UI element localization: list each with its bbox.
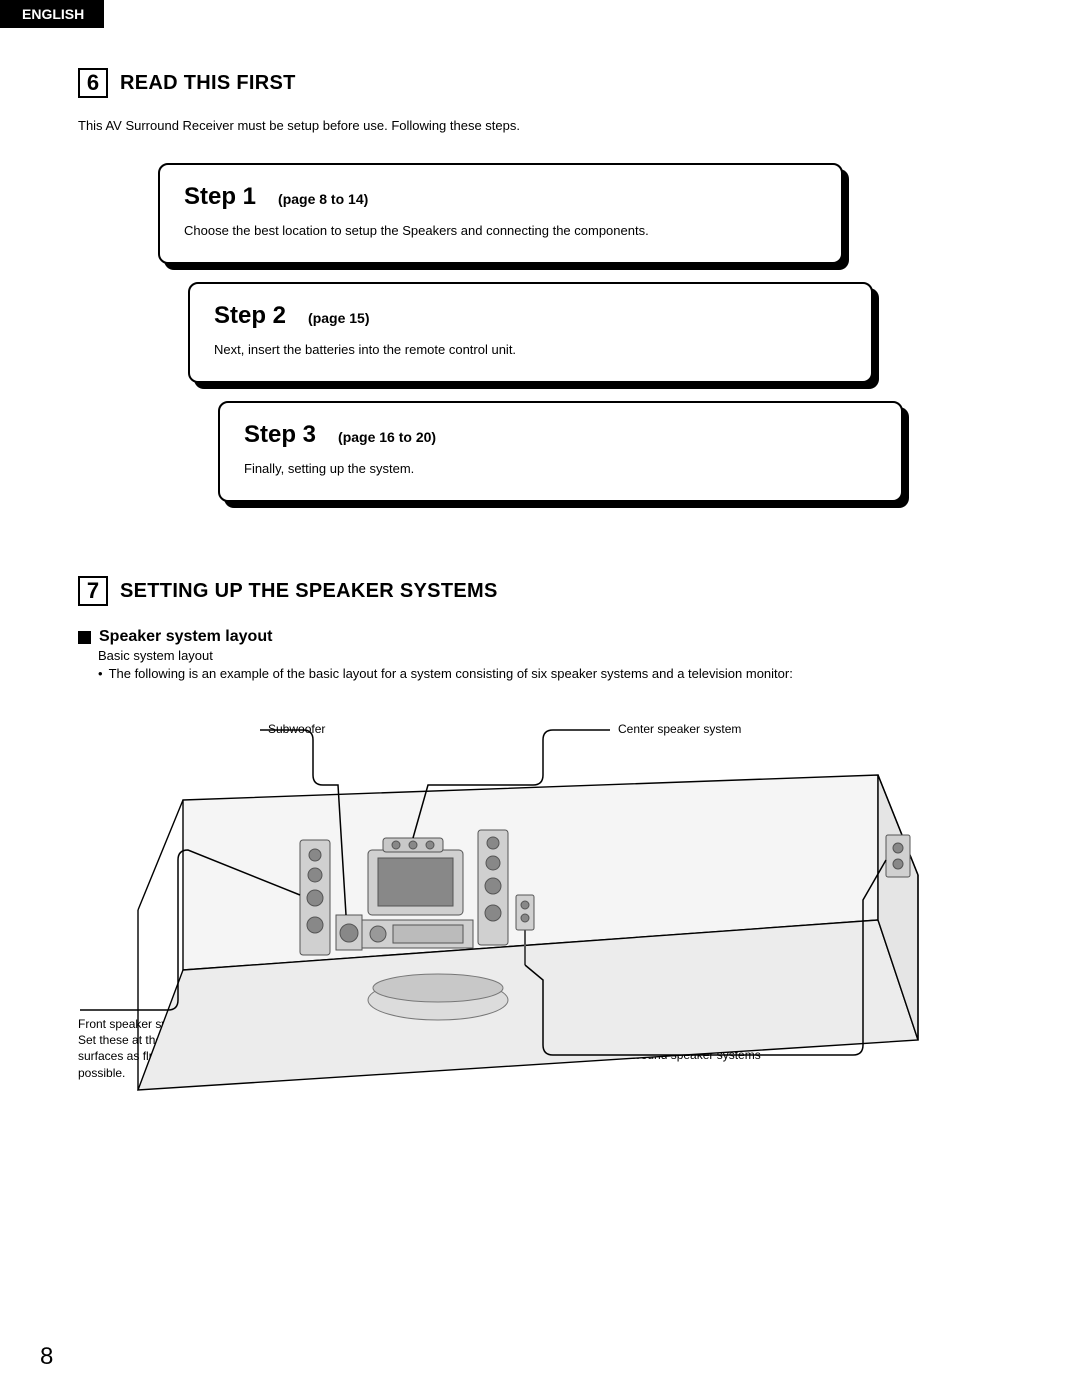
section-7-header: 7 SETTING UP THE SPEAKER SYSTEMS [78,576,1038,606]
step-1-title: Step 1 [184,183,256,211]
step-2-box: Step 2 (page 15) Next, insert the batter… [188,282,873,383]
section-6-header: 6 READ THIS FIRST [78,68,1008,98]
step-1-box: Step 1 (page 8 to 14) Choose the best lo… [158,163,843,264]
section-number-7: 7 [78,576,108,606]
step-1-body: Choose the best location to setup the Sp… [184,223,817,238]
page-number: 8 [40,1343,53,1371]
bullet-square-icon [78,631,91,644]
step-3-title: Step 3 [244,421,316,449]
speaker-layout-bullet: • The following is an example of the bas… [98,666,1038,681]
step-2-title: Step 2 [214,302,286,330]
speaker-layout-diagram: Subwoofer Center speaker system Surround… [78,720,1038,1170]
step-1-pages: (page 8 to 14) [278,191,368,207]
step-2-body: Next, insert the batteries into the remo… [214,342,847,357]
step-3-pages: (page 16 to 20) [338,429,436,445]
section-6-intro: This AV Surround Receiver must be setup … [78,118,1008,133]
step-3-body: Finally, setting up the system. [244,461,877,476]
speaker-layout-caption: Basic system layout [98,648,1038,663]
step-3-box: Step 3 (page 16 to 20) Finally, setting … [218,401,903,502]
section-number-6: 6 [78,68,108,98]
step-2-pages: (page 15) [308,310,369,326]
section-title-7: SETTING UP THE SPEAKER SYSTEMS [120,580,498,603]
language-tab: ENGLISH [0,0,104,28]
speaker-layout-title: Speaker system layout [99,628,272,646]
section-title-6: READ THIS FIRST [120,72,296,95]
room-diagram-svg [78,720,1038,1140]
speaker-layout-bullet-text: The following is an example of the basic… [109,666,793,681]
